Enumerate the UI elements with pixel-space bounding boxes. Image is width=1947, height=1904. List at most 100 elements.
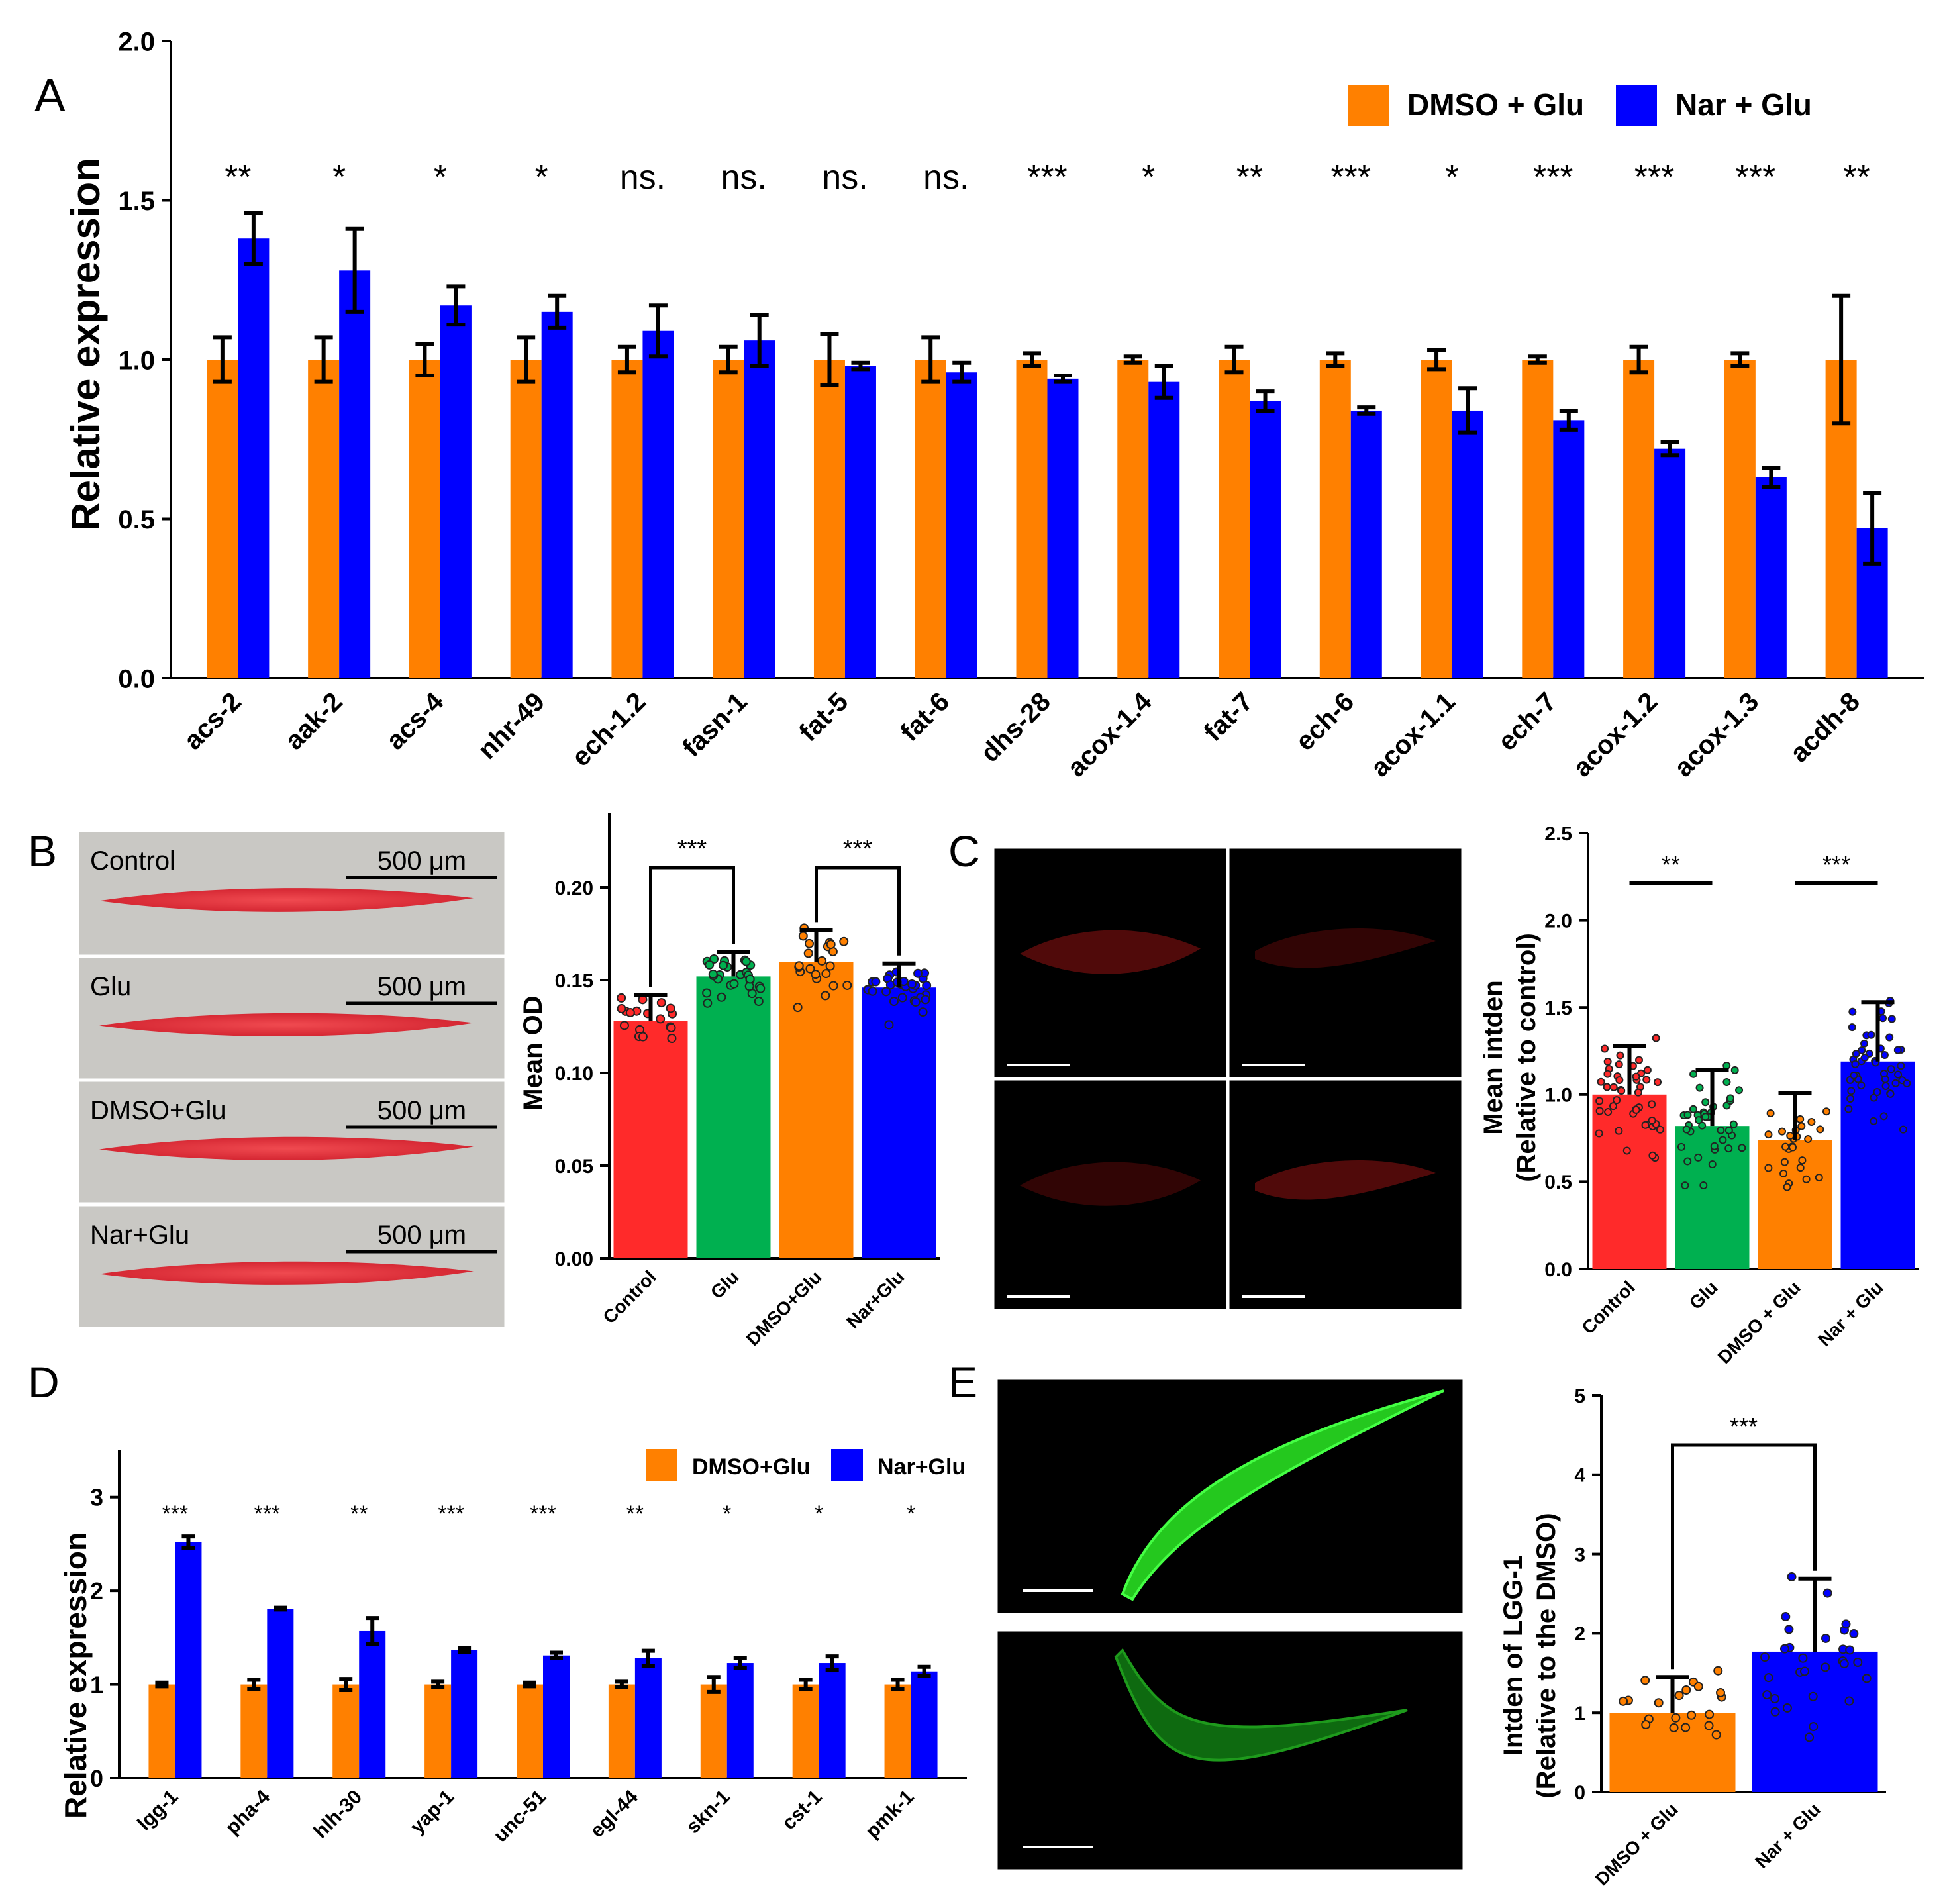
- data-point-glu: [705, 960, 715, 970]
- significance-ech-1-2: ns.: [620, 158, 666, 197]
- significance-pmk-1: *: [907, 1501, 915, 1527]
- data-point-glu: [1695, 1083, 1704, 1092]
- bar-nar-glu-fasn-1: [744, 340, 775, 678]
- micrograph-dmso-glu: DMSO+Glu 200 μm: [992, 1078, 1228, 1311]
- micrograph-label: DMSO+Glu: [1115, 1089, 1213, 1110]
- x-tick-label-acox-1-2: acox-1.2: [1568, 687, 1663, 782]
- data-point-nar-glu: [1853, 1658, 1863, 1668]
- bar-nar-glu-acox-1-3: [1755, 477, 1787, 678]
- data-point-glu: [1735, 1086, 1744, 1095]
- data-point-dmso-glu: [1713, 1666, 1723, 1676]
- data-point-dmso-glu: [1815, 1174, 1823, 1182]
- bar-dmso-glu-skn-1: [700, 1684, 727, 1778]
- x-tick-label-control: Control: [599, 1266, 660, 1327]
- significance-egl-44: **: [626, 1501, 644, 1527]
- data-point-glu: [1681, 1181, 1689, 1190]
- x-tick-label-acox-1-1: acox-1.1: [1366, 687, 1461, 782]
- data-point-nar-glu: [897, 993, 907, 1003]
- micrograph-dmso-glu: DMSO+Glu 200 μm: [995, 1629, 1465, 1872]
- data-point-control: [1615, 1060, 1623, 1069]
- scale-bar-label: 200 μm: [1024, 1568, 1084, 1588]
- data-point-control: [1642, 1076, 1651, 1084]
- x-tick-label-egl-44: egl-44: [586, 1785, 642, 1842]
- data-point-control: [1641, 1121, 1650, 1129]
- chart-A-y-tick-label: 1.0: [118, 346, 155, 375]
- data-point-nar-glu: [1897, 1062, 1905, 1070]
- data-point-control: [656, 998, 666, 1008]
- data-point-dmso-glu: [1641, 1720, 1651, 1730]
- scale-bar-label: 500 μm: [377, 846, 466, 876]
- x-tick-label-acdh-8: acdh-8: [1785, 687, 1866, 768]
- bar-nar-glu-pha-4: [267, 1609, 294, 1778]
- x-tick-label-acox-1-3: acox-1.3: [1669, 687, 1764, 782]
- data-point-nar-glu: [1881, 1075, 1889, 1083]
- data-point-glu: [1683, 1111, 1692, 1119]
- legend-swatch-nar-glu: [1616, 85, 1657, 126]
- data-point-nar-glu: [1800, 1666, 1810, 1676]
- bar-dmso-glu-yap-1: [424, 1684, 452, 1778]
- data-point-nar-glu: [1805, 1732, 1815, 1742]
- bar-dmso-glu-pmk-1: [884, 1684, 911, 1778]
- bar-nar-glu-skn-1: [726, 1663, 754, 1778]
- chart-B-y-tick-label: 0.05: [555, 1156, 593, 1177]
- significance-ech-6: ***: [1330, 158, 1371, 197]
- significance-unc-51: ***: [530, 1501, 556, 1527]
- scale-bar-label: 200 μm: [1008, 1276, 1062, 1294]
- x-tick-label-acs-2: acs-2: [178, 687, 246, 755]
- comparison-significance: **: [1662, 851, 1680, 878]
- data-point-glu: [1719, 1136, 1727, 1144]
- bar-dmso-glu-ech-7: [1522, 360, 1554, 678]
- data-point-nar-glu: [1891, 1079, 1900, 1087]
- chart-B-y-tick-label: 0.10: [555, 1063, 593, 1085]
- x-tick-label-ech-6: ech-6: [1290, 687, 1360, 756]
- x-tick-label-nar-glu: Nar + Glu: [1751, 1799, 1824, 1872]
- data-point-control: [666, 1023, 676, 1032]
- micrograph-nar-glu: Nar+Glu 500 μm: [77, 1204, 507, 1329]
- micrograph-control: Control 500 μm: [77, 830, 507, 957]
- bar-dmso-glu-ech-6: [1319, 360, 1351, 678]
- micrograph-label: Control: [90, 846, 175, 876]
- data-point-nar-glu: [1844, 1696, 1854, 1706]
- data-point-nar-glu: [881, 987, 891, 997]
- data-point-nar-glu: [1821, 1662, 1830, 1672]
- chart-D-y-tick-label: 0: [90, 1765, 103, 1792]
- data-point-dmso-glu: [1779, 1170, 1788, 1178]
- data-point-glu: [1722, 1062, 1731, 1070]
- legend-label-dmso-glu: DMSO + Glu: [1407, 87, 1584, 122]
- data-point-glu: [1717, 1126, 1725, 1134]
- panel-a-ylabel: Relative expression: [64, 158, 108, 531]
- data-point-control: [625, 1007, 635, 1017]
- bar-nar-glu-yap-1: [451, 1650, 478, 1778]
- data-point-nar-glu: [1787, 1572, 1797, 1581]
- chart-A-y-tick-label: 2.0: [118, 27, 155, 56]
- data-point-nar-glu: [1847, 1087, 1856, 1095]
- data-point-glu: [1689, 1070, 1698, 1078]
- data-point-glu: [703, 998, 713, 1008]
- significance-acs-2: **: [225, 158, 251, 197]
- x-tick-label-acox-1-4: acox-1.4: [1062, 687, 1158, 783]
- x-tick-label-lgg-1: lgg-1: [133, 1786, 182, 1835]
- bar-nar-glu-fat-7: [1250, 401, 1281, 678]
- bar-dmso-glu-acs-4: [409, 360, 440, 678]
- bar-nar-glu-unc-51: [543, 1655, 570, 1778]
- significance-dhs-28: ***: [1027, 158, 1068, 197]
- chart-A-y-tick-label: 0.0: [118, 664, 155, 693]
- x-tick-label-control: Control: [1577, 1277, 1638, 1338]
- data-point-nar-glu: [884, 1020, 894, 1030]
- chart-C-y-tick-label: 0.0: [1544, 1259, 1572, 1281]
- data-point-control: [1601, 1044, 1609, 1053]
- data-point-nar-glu: [1893, 1046, 1902, 1054]
- bar-nar-glu-egl-44: [634, 1658, 662, 1778]
- data-point-dmso-glu: [1783, 1183, 1791, 1191]
- data-point-dmso-glu: [825, 961, 835, 971]
- bar-control: [613, 1021, 688, 1258]
- chart-B-y-tick-label: 0.15: [555, 970, 593, 992]
- micrograph-label: Nar+Glu: [90, 1221, 189, 1250]
- data-point-nar-glu: [1846, 1094, 1855, 1103]
- data-point-dmso-glu: [826, 940, 836, 950]
- legend-label-nar-glu-d: Nar+Glu: [877, 1454, 966, 1479]
- panel-letter-b: B: [28, 827, 57, 876]
- bar-dmso-glu-fasn-1: [713, 360, 744, 678]
- data-point-nar-glu: [1779, 1644, 1789, 1654]
- data-point-dmso-glu: [1780, 1158, 1789, 1166]
